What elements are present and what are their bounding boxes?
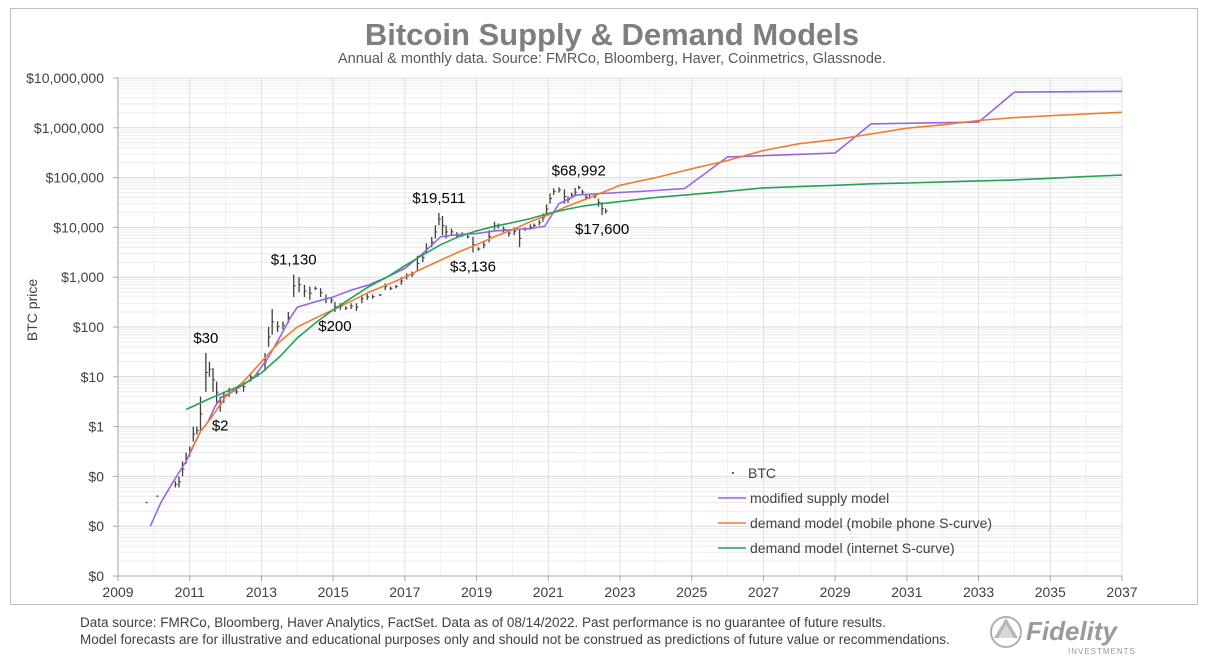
y-tick-label: $0: [88, 568, 104, 584]
price-annotation: $30: [193, 330, 218, 347]
y-tick-label: $10: [81, 369, 105, 385]
y-axis-label: BTC price: [24, 279, 40, 341]
price-annotation: $17,600: [575, 221, 629, 238]
x-tick-label: 2029: [820, 584, 851, 600]
axes: $0 $0 $0 $1 $10 $100 $1,000 $10,000 $100,000 $1,0…: [26, 70, 1138, 600]
btc-early-point: [156, 495, 159, 498]
y-tick-label: $0: [88, 518, 104, 534]
legend-label: demand model (internet S-curve): [750, 540, 955, 556]
x-tick-label: 2027: [748, 584, 779, 600]
x-tick-label: 2035: [1035, 584, 1066, 600]
price-annotation: $3,136: [450, 258, 496, 275]
price-annotation: $68,992: [552, 163, 606, 180]
legend-item: modified supply model: [718, 490, 889, 506]
footer-line-2: Model forecasts are for illustrative and…: [80, 632, 950, 647]
series-line-2: [188, 111, 1123, 453]
x-tick-label: 2017: [389, 584, 420, 600]
x-tick-label: 2033: [963, 584, 994, 600]
y-tick-label: $0: [88, 468, 104, 484]
y-tick-label: $10,000,000: [26, 70, 104, 86]
series-btc: [145, 185, 608, 504]
y-tick-label: $100: [73, 319, 104, 335]
legend-label: BTC: [748, 465, 776, 481]
price-annotation: $200: [318, 318, 351, 335]
x-tick-label: 2019: [461, 584, 492, 600]
y-tick-label: $1,000,000: [34, 120, 104, 136]
fidelity-logo-tagline: INVESTMENTS: [1068, 647, 1136, 656]
legend: BTC modified supply model demand model (mo…: [718, 465, 992, 556]
footer-line-1: Data source: FMRCo, Bloomberg, Haver Ana…: [80, 615, 886, 630]
price-annotation: $19,511: [412, 190, 465, 207]
legend-label: demand model (mobile phone S-curve): [750, 515, 992, 531]
grid: [117, 77, 1123, 577]
y-tick-label: $10,000: [53, 219, 104, 235]
x-tick-label: 2025: [676, 584, 707, 600]
y-tick-label: $100,000: [46, 170, 105, 186]
legend-item: demand model (mobile phone S-curve): [718, 515, 992, 531]
x-tick-label: 2015: [318, 584, 349, 600]
legend-item: BTC: [732, 465, 776, 481]
fidelity-logo-wordmark: Fidelity: [1026, 616, 1119, 646]
y-tick-label: $1,000: [61, 269, 104, 285]
annotations: $30 $2 $1,130 $200 $19,511 $3,136 $68,992 $17,6…: [193, 163, 629, 435]
x-tick-label: 2013: [246, 584, 277, 600]
chart-subtitle: Annual & monthly data. Source: FMRCo, Bl…: [338, 51, 886, 67]
price-annotation: $2: [212, 418, 229, 435]
y-tick-label: $1: [88, 419, 104, 435]
x-tick-label: 2021: [533, 584, 564, 600]
fidelity-logo: Fidelity INVESTMENTS: [990, 616, 1136, 656]
x-tick-label: 2037: [1106, 584, 1137, 600]
fidelity-logo-mark: [990, 616, 1022, 648]
legend-swatch: [732, 472, 734, 474]
chart-frame: [10, 8, 1198, 605]
series-layer: [145, 90, 1123, 527]
price-annotation: $1,130: [271, 252, 317, 269]
btc-early-point: [145, 501, 148, 504]
x-tick-label: 2023: [604, 584, 635, 600]
x-tick-label: 2011: [175, 584, 205, 600]
series-line-3: [185, 174, 1123, 411]
legend-label: modified supply model: [750, 490, 889, 506]
chart-title: Bitcoin Supply & Demand Models: [365, 17, 859, 52]
legend-item: demand model (internet S-curve): [718, 540, 955, 556]
x-tick-label: 2009: [102, 584, 133, 600]
footer: Data source: FMRCo, Bloomberg, Haver Ana…: [80, 614, 950, 648]
x-tick-label: 2031: [891, 584, 922, 600]
